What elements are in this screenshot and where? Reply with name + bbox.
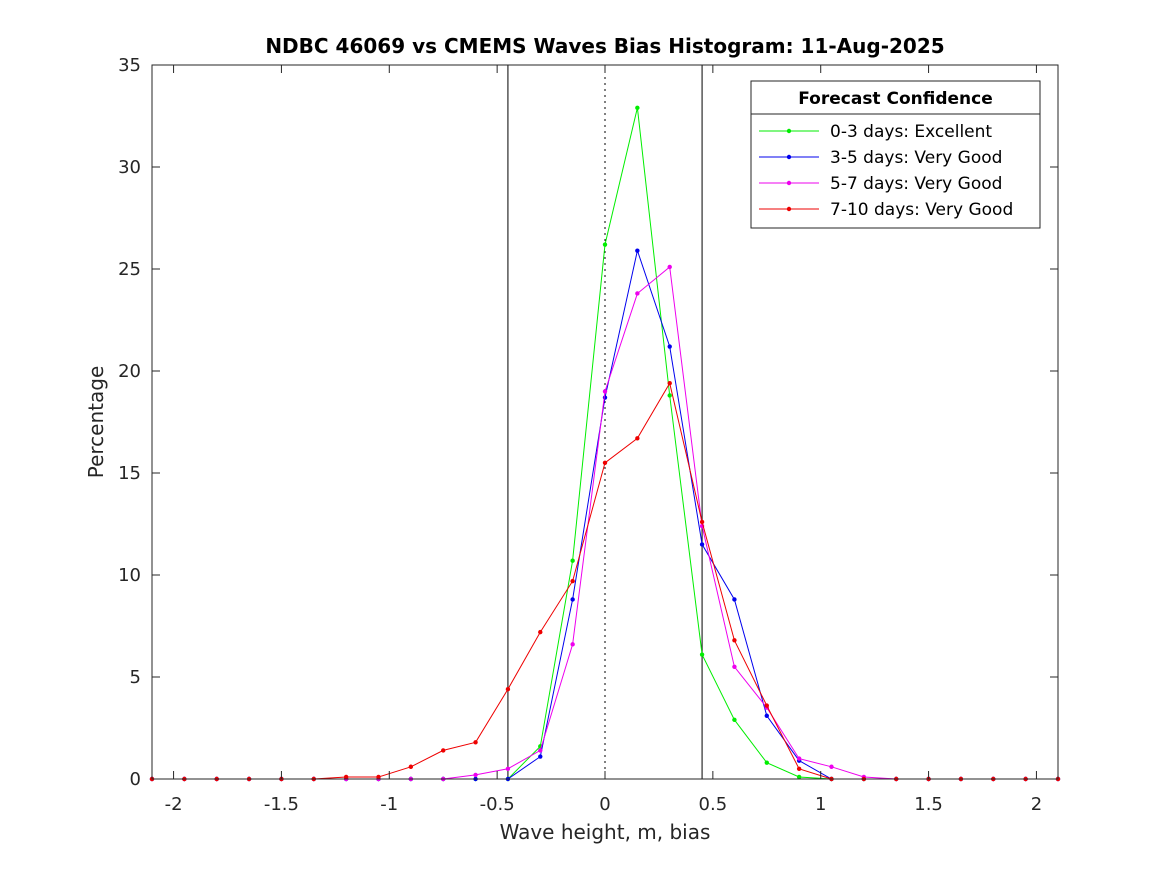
legend-swatch-marker (786, 154, 792, 160)
data-point (796, 756, 802, 761)
chart-title: NDBC 46069 vs CMEMS Waves Bias Histogram… (265, 34, 944, 58)
data-point (635, 291, 640, 296)
x-tick-label: -1 (380, 794, 398, 815)
x-tick-label: 0 (599, 794, 610, 815)
data-point (764, 703, 769, 708)
legend-item: 3-5 days: Very Good (759, 148, 1002, 168)
legend-item: 7-10 days: Very Good (759, 200, 1013, 220)
data-point (473, 740, 478, 745)
legend-label: 0-3 days: Excellent (830, 122, 992, 142)
legend-title: Forecast Confidence (798, 89, 993, 109)
y-tick-label: 30 (118, 157, 141, 178)
legend-swatch-marker (786, 206, 792, 212)
data-point (570, 578, 575, 584)
data-point (635, 105, 640, 111)
data-point (796, 774, 802, 780)
data-point (635, 436, 640, 441)
legend-box (750, 80, 1041, 229)
y-tick-label: 25 (118, 259, 141, 280)
data-point (732, 717, 737, 723)
y-axis-label: Percentage (84, 366, 108, 479)
x-tick-label: -2 (165, 794, 183, 815)
y-tick-label: 5 (130, 667, 141, 688)
data-point (538, 748, 543, 753)
data-point (441, 748, 446, 753)
y-tick-label: 20 (118, 361, 141, 382)
data-point (570, 642, 575, 647)
legend-items: 0-3 days: Excellent 3-5 days: Very Good 5-… (759, 122, 1013, 220)
x-tick-label: -0.5 (480, 794, 515, 815)
legend-label: 5-7 days: Very Good (830, 174, 1002, 194)
data-point (732, 638, 737, 643)
data-point (796, 766, 802, 771)
data-point (602, 242, 608, 247)
y-tick-label: 35 (118, 55, 141, 76)
x-axis-label: Wave height, m, bias (500, 820, 711, 844)
legend-swatch-marker (786, 180, 792, 186)
data-point (667, 381, 672, 386)
axis-ticks (152, 64, 1058, 780)
legend-label: 7-10 days: Very Good (830, 200, 1013, 220)
y-tick-label: 10 (118, 565, 141, 586)
x-tick-label: -1.5 (264, 794, 299, 815)
data-point (602, 389, 608, 394)
data-point (732, 597, 737, 602)
x-tick-label: 2 (1031, 794, 1042, 815)
data-point (505, 687, 511, 692)
data-point (602, 395, 608, 400)
data-point (699, 652, 705, 657)
legend-swatch-marker (786, 128, 792, 134)
data-point (505, 766, 511, 771)
data-point (635, 248, 640, 253)
data-point (570, 597, 575, 602)
data-point (343, 774, 349, 780)
data-point (538, 754, 543, 759)
data-point (667, 264, 672, 270)
data-point (538, 629, 543, 635)
data-point (699, 542, 705, 547)
y-tick-label: 15 (118, 463, 141, 484)
data-point (829, 764, 834, 769)
legend: Forecast Confidence 0-3 days: Excellent 3… (750, 80, 1041, 229)
y-tick-label: 0 (130, 769, 141, 790)
data-point (667, 393, 672, 398)
data-point (667, 344, 672, 349)
x-tick-label: 1 (815, 794, 826, 815)
data-point (570, 558, 575, 563)
legend-label: 3-5 days: Very Good (830, 148, 1002, 168)
data-point (764, 760, 769, 765)
data-point (602, 460, 608, 465)
data-point (732, 664, 737, 669)
data-point (699, 519, 705, 525)
data-point (376, 774, 381, 780)
data-point (764, 713, 769, 718)
legend-item: 0-3 days: Excellent (759, 122, 992, 142)
reference-lines (507, 65, 703, 779)
data-point (473, 772, 478, 778)
legend-item: 5-7 days: Very Good (759, 174, 1002, 194)
x-tick-label: 0.5 (699, 794, 728, 815)
data-point (408, 764, 414, 769)
x-tick-label: 1.5 (914, 794, 943, 815)
